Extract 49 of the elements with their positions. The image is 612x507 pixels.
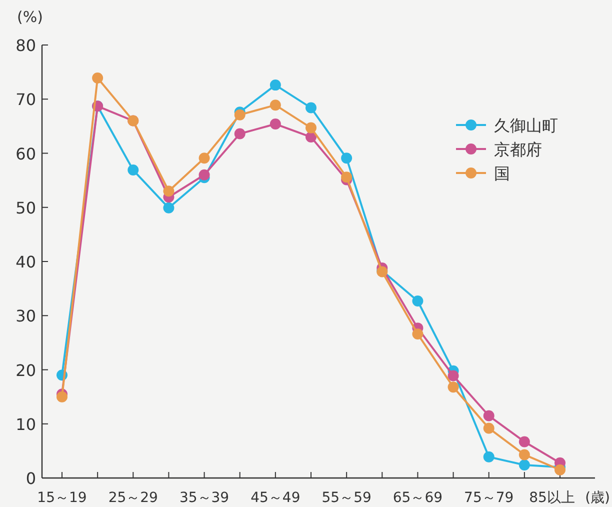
- legend-label: 国: [494, 164, 510, 183]
- point: [448, 382, 459, 393]
- point: [306, 122, 316, 134]
- point: [483, 451, 494, 462]
- point: [270, 100, 281, 111]
- y-tick-label: 70: [16, 90, 36, 110]
- x-tick-label: 45～49: [250, 490, 300, 506]
- point: [56, 391, 68, 402]
- y-tick-label: 80: [16, 36, 36, 55]
- point: [341, 172, 352, 183]
- point: [198, 152, 210, 164]
- x-tick-label: 55～59: [322, 490, 372, 506]
- point: [483, 422, 494, 434]
- point: [306, 102, 316, 114]
- x-tick-label: 35～39: [179, 490, 230, 506]
- point: [554, 464, 566, 476]
- x-tick-label: 25～29: [108, 490, 158, 506]
- x-tick-label: 75～79: [464, 490, 514, 506]
- point: [518, 449, 530, 460]
- x-tick-label: 65～69: [392, 490, 443, 506]
- x-axis-title: (歳): [585, 490, 610, 506]
- point: [270, 80, 281, 91]
- y-tick-label: 20: [16, 360, 36, 380]
- point: [518, 436, 530, 448]
- point: [234, 109, 246, 120]
- point: [163, 186, 174, 197]
- point: [92, 72, 104, 84]
- y-tick-label: 0: [26, 469, 36, 488]
- point: [412, 328, 424, 340]
- point: [518, 460, 530, 471]
- x-tick-label: 15～19: [37, 490, 87, 506]
- point: [341, 152, 352, 164]
- y-tick-label: 60: [16, 144, 36, 164]
- point: [448, 370, 459, 382]
- point: [270, 118, 281, 130]
- y-tick-label: 50: [16, 198, 36, 218]
- point: [198, 169, 210, 180]
- y-tick-label: 10: [16, 414, 36, 434]
- point: [412, 296, 424, 307]
- legend-label: 久御山町: [494, 116, 558, 135]
- point: [234, 128, 246, 140]
- y-tick-label: 40: [16, 252, 36, 272]
- y-tick-label: 30: [16, 306, 36, 326]
- y-axis-title: (%): [17, 8, 43, 26]
- legend-label: 京都府: [494, 140, 542, 159]
- point: [128, 164, 139, 176]
- x-tick-label: 85以上: [529, 490, 575, 506]
- point: [163, 202, 174, 214]
- point: [483, 410, 494, 422]
